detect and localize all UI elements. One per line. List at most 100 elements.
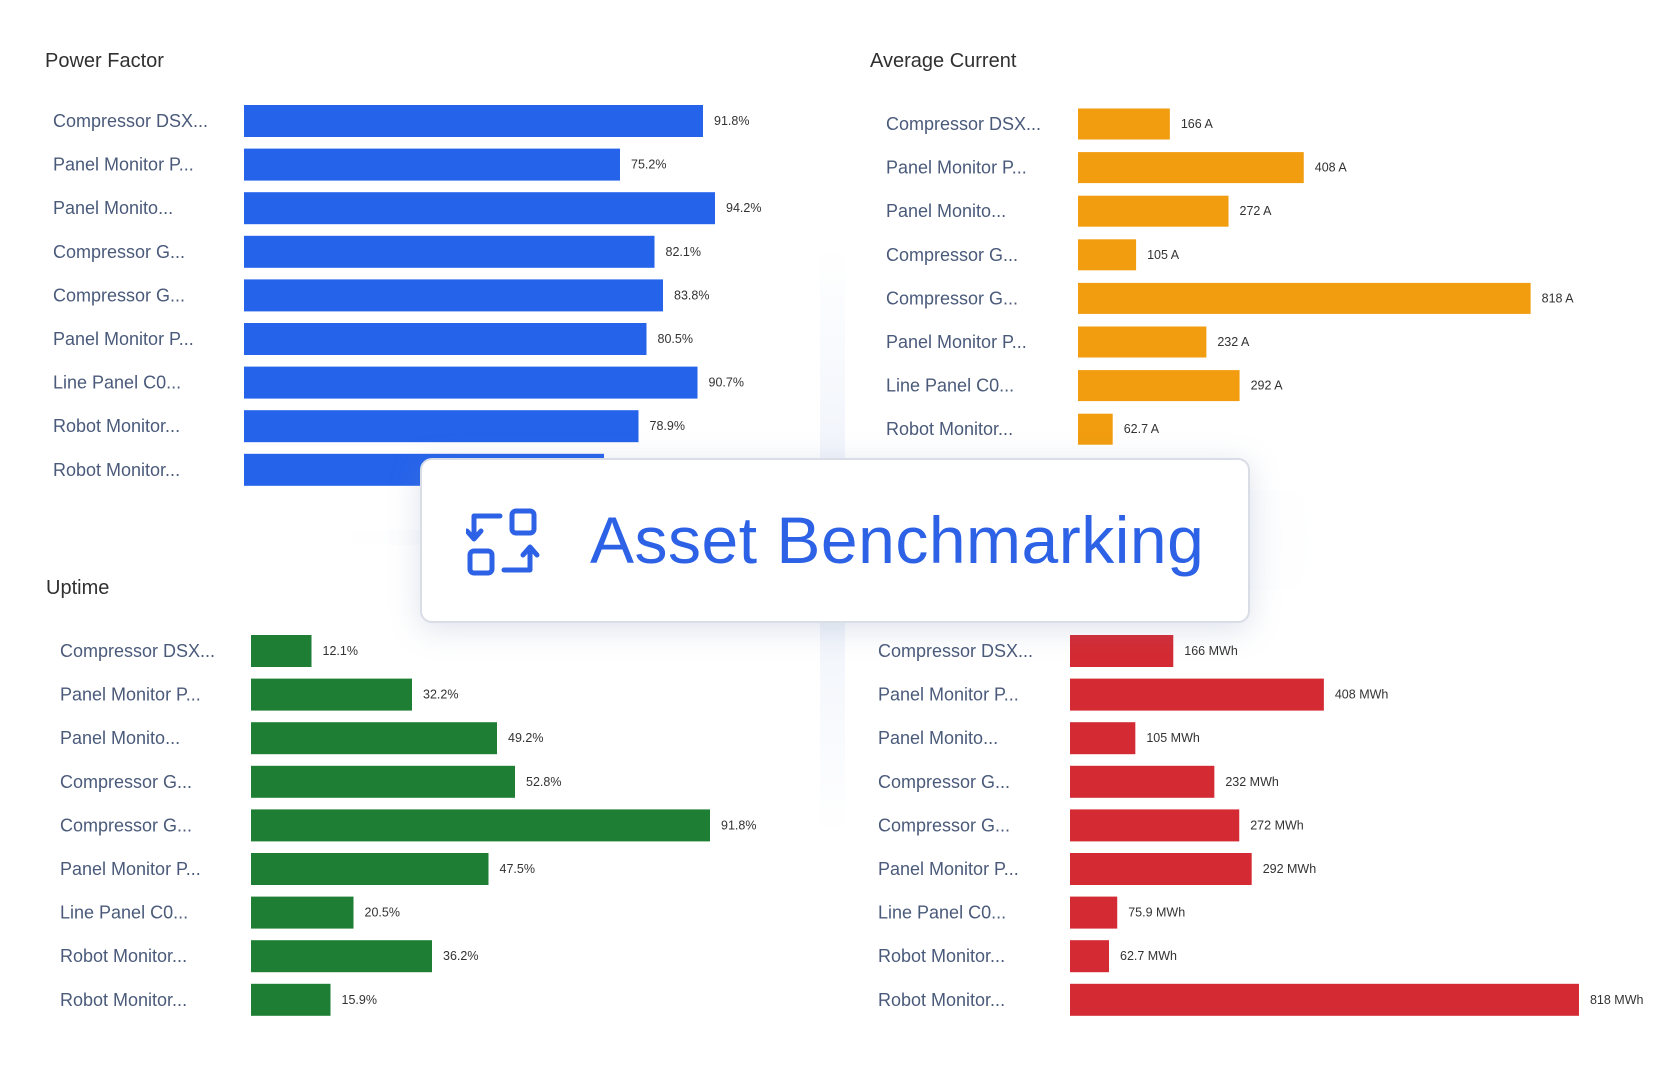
- bar[interactable]: [244, 366, 698, 399]
- value-label: 91.8%: [714, 114, 749, 128]
- category-label: Panel Monito...: [886, 201, 1006, 221]
- category-label: Robot Monitor...: [886, 419, 1013, 439]
- bar[interactable]: [251, 853, 489, 885]
- category-label: Compressor G...: [53, 285, 185, 305]
- bar[interactable]: [251, 940, 432, 973]
- category-label: Compressor G...: [878, 772, 1010, 792]
- value-label: 36.2%: [443, 949, 478, 963]
- category-label: Line Panel C0...: [53, 373, 181, 393]
- value-label: 818 MWh: [1590, 993, 1644, 1007]
- bar[interactable]: [244, 279, 663, 312]
- bar[interactable]: [1070, 678, 1324, 711]
- bar[interactable]: [244, 148, 620, 181]
- value-label: 232 MWh: [1225, 775, 1279, 789]
- value-label: 272 A: [1240, 204, 1273, 218]
- bar[interactable]: [251, 896, 354, 929]
- asset-benchmarking-title: Asset Benchmarking: [590, 503, 1205, 577]
- value-label: 91.8%: [721, 818, 756, 832]
- category-label: Robot Monitor...: [60, 990, 187, 1010]
- value-label: 105 A: [1147, 248, 1180, 262]
- value-label: 166 A: [1181, 117, 1214, 131]
- category-label: Compressor DSX...: [60, 641, 215, 661]
- bar[interactable]: [244, 235, 655, 268]
- category-label: Robot Monitor...: [878, 946, 1005, 966]
- value-label: 12.1%: [323, 644, 358, 658]
- category-label: Panel Monito...: [53, 198, 173, 218]
- category-label: Panel Monitor P...: [53, 155, 194, 175]
- bar[interactable]: [251, 722, 497, 755]
- category-label: Panel Monitor P...: [886, 158, 1027, 178]
- value-label: 20.5%: [365, 906, 400, 920]
- bar[interactable]: [244, 105, 703, 137]
- category-label: Line Panel C0...: [886, 376, 1014, 396]
- value-label: 47.5%: [500, 862, 535, 876]
- bar[interactable]: [1070, 853, 1252, 885]
- benchmark-compare-icon: [466, 508, 540, 576]
- value-label: 52.8%: [526, 775, 561, 789]
- bar[interactable]: [1078, 239, 1137, 271]
- category-label: Compressor G...: [886, 288, 1018, 308]
- bar[interactable]: [244, 192, 715, 225]
- value-label: 292 A: [1251, 379, 1284, 393]
- category-label: Compressor DSX...: [53, 111, 208, 131]
- value-label: 15.9%: [342, 993, 377, 1007]
- bar[interactable]: [1070, 809, 1240, 842]
- bar[interactable]: [251, 678, 412, 711]
- bar[interactable]: [1078, 282, 1531, 314]
- category-label: Robot Monitor...: [60, 946, 187, 966]
- value-label: 105 MWh: [1146, 731, 1200, 745]
- bar[interactable]: [1078, 108, 1170, 140]
- bar[interactable]: [1070, 896, 1118, 929]
- bar[interactable]: [1070, 983, 1579, 1016]
- bar[interactable]: [251, 983, 331, 1016]
- category-label: Robot Monitor...: [878, 990, 1005, 1010]
- bar[interactable]: [1078, 152, 1304, 184]
- category-label: Compressor DSX...: [878, 641, 1033, 661]
- category-label: Compressor DSX...: [886, 114, 1041, 134]
- value-label: 408 A: [1315, 161, 1348, 175]
- bar[interactable]: [251, 635, 312, 667]
- uptime-chart: Compressor DSX... 12.1% Panel Monitor P...…: [60, 635, 756, 1016]
- category-label: Panel Monito...: [60, 728, 180, 748]
- bar[interactable]: [1078, 413, 1113, 445]
- bar[interactable]: [1070, 635, 1174, 667]
- value-label: 408 MWh: [1335, 688, 1389, 702]
- average-current-panel: Average Current: [845, 20, 1635, 490]
- category-label: Panel Monitor P...: [886, 332, 1027, 352]
- category-label: Line Panel C0...: [878, 903, 1006, 923]
- bar[interactable]: [244, 410, 639, 443]
- category-label: Compressor G...: [60, 772, 192, 792]
- bar[interactable]: [1078, 370, 1240, 402]
- bar[interactable]: [1078, 195, 1229, 227]
- value-label: 75.2%: [631, 158, 666, 172]
- bar[interactable]: [1070, 765, 1215, 798]
- category-label: Compressor G...: [886, 245, 1018, 265]
- bar[interactable]: [244, 323, 647, 355]
- value-label: 80.5%: [658, 332, 693, 346]
- category-label: Compressor G...: [53, 242, 185, 262]
- category-label: Panel Monitor P...: [53, 329, 194, 349]
- power-factor-title: Power Factor: [45, 50, 164, 72]
- bar[interactable]: [1070, 940, 1110, 973]
- category-label: Line Panel C0...: [60, 903, 188, 923]
- value-label: 75.9 MWh: [1128, 906, 1185, 920]
- average-current-chart: Compressor DSX... 166 A Panel Monitor P...…: [886, 108, 1575, 445]
- bar[interactable]: [1078, 326, 1207, 358]
- value-label: 32.2%: [423, 688, 458, 702]
- category-label: Robot Monitor...: [53, 416, 180, 436]
- category-label: Panel Monitor P...: [878, 859, 1019, 879]
- category-label: Panel Monitor P...: [60, 685, 201, 705]
- value-label: 90.7%: [709, 376, 744, 390]
- value-label: 94.2%: [726, 201, 761, 215]
- value-label: 78.9%: [650, 419, 685, 433]
- power-factor-chart: Compressor DSX... 91.8% Panel Monitor P...…: [53, 105, 761, 486]
- bar[interactable]: [251, 809, 710, 842]
- bar[interactable]: [1070, 722, 1136, 755]
- bar[interactable]: [251, 765, 515, 798]
- category-label: Panel Monitor P...: [60, 859, 201, 879]
- value-label: 292 MWh: [1263, 862, 1317, 876]
- energy-chart: Compressor DSX... 166 MWh Panel Monitor P.…: [878, 635, 1644, 1016]
- value-label: 818 A: [1542, 291, 1575, 305]
- value-label: 62.7 MWh: [1120, 949, 1177, 963]
